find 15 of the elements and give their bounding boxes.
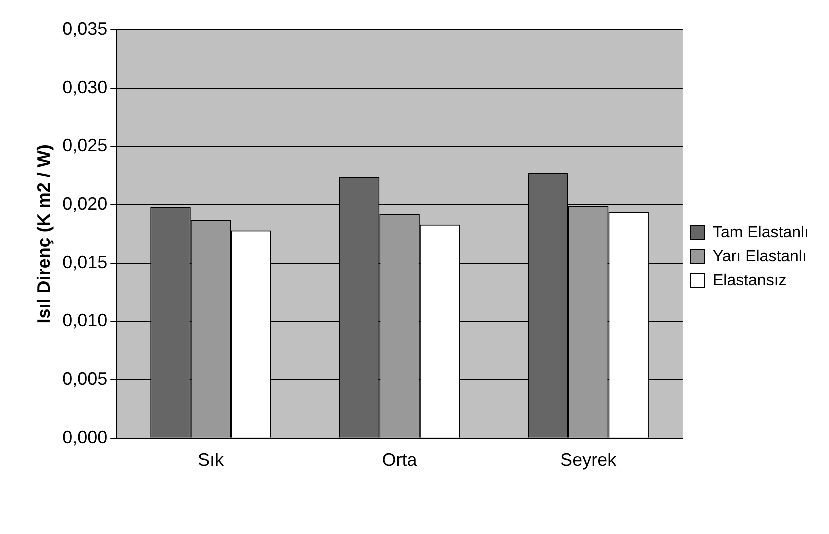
y-tick-label: 0,025 [62,136,108,156]
y-tick-label: 0,005 [62,369,108,390]
y-tick-label: 0,010 [62,310,108,331]
y-tick-label: 0,015 [62,252,108,272]
legend-label: Yarı Elastanlı [712,248,807,266]
y-tick-label: 0,000 [62,427,108,448]
x-tick-label: Orta [382,450,418,470]
y-tick-label: 0,020 [62,194,108,214]
y-tick-label: 0,035 [62,18,108,39]
y-axis-title: Isıl Direnç (K m2 / W) [34,144,54,324]
legend-label: Tam Elastanlı [712,224,810,242]
y-tick-label: 0,030 [62,77,108,98]
x-tick-label: Sık [198,450,226,470]
x-tick-label: Seyrek [560,450,618,470]
legend-label: Elastansız [712,272,787,290]
